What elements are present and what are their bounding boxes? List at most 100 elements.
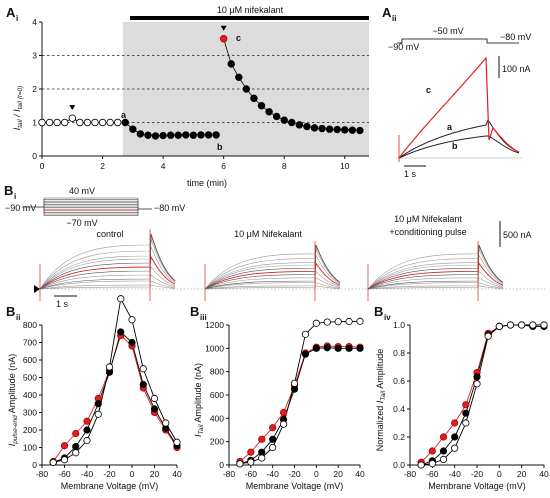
bi-current-trace: [39, 233, 176, 290]
biii-y-tick-label: 400: [210, 413, 224, 423]
bii-data-point: [60, 442, 69, 450]
panel-label-aii: A ii: [382, 5, 396, 23]
bii-series-line: [53, 331, 178, 463]
biv-data-point: [439, 433, 448, 441]
biii-data-point: [334, 318, 342, 326]
condition-label-nifekalant: 10 μM Nifekalant: [234, 229, 302, 239]
biv-data-point: [495, 322, 503, 330]
ai-data-point: [318, 124, 326, 133]
biv-data-point: [417, 461, 425, 469]
svg-text:B: B: [374, 304, 383, 319]
ai-data-point: [106, 118, 114, 127]
bii-x-tick-label: 0: [130, 469, 135, 479]
biii-data-point: [323, 318, 331, 326]
bi-voltage-protocol: [22, 197, 152, 216]
svg-text:iv: iv: [384, 313, 391, 322]
biv-data-point: [451, 419, 459, 427]
svg-text:i: i: [14, 192, 16, 201]
bi-trace-family-1: [204, 241, 341, 301]
bii-x-tick-label: -80: [36, 469, 49, 479]
condition-label-nifekalant-2: 10 μM Nifekalant: [394, 214, 462, 224]
svg-text:Normalized ITail Amplitude: Normalized ITail Amplitude: [375, 349, 387, 451]
aii-tail-voltage: −80 mV: [500, 32, 531, 42]
ai-data-point: [310, 124, 319, 132]
bi-current-trace: [367, 244, 504, 290]
bii-data-point: [72, 443, 80, 451]
condition-label-control: control: [96, 229, 123, 239]
ai-data-point: [356, 126, 364, 135]
bi-trace-family-2: [367, 241, 504, 301]
bi-current-trace: [367, 244, 504, 290]
ai-arrowhead-marker: [220, 25, 227, 31]
bii-data-point: [128, 338, 136, 347]
aii-voltage-protocol: [397, 38, 519, 44]
biii-x-tick-label: -80: [223, 469, 236, 479]
bii-data-point: [72, 449, 80, 457]
bii-data-point: [49, 458, 57, 466]
biv-data-point: [518, 321, 526, 329]
drug-bar-label: 10 μM nifekalant: [217, 5, 284, 15]
biv-data-point: [506, 321, 515, 329]
bii-x-tick-label: 40: [172, 469, 182, 479]
biv-y-tick-label: 0.8: [393, 348, 405, 358]
trace-a: [398, 118, 520, 159]
bii-y-tick-label: 400: [23, 390, 37, 400]
ai-data-point: [303, 122, 311, 131]
ai-data-point: [76, 118, 84, 127]
panel-label-bi: B i: [4, 183, 16, 201]
bi-current-trace: [204, 247, 341, 290]
bii-data-point: [83, 426, 91, 434]
biii-data-point: [279, 408, 288, 417]
biii-data-point: [312, 344, 320, 352]
ai-data-point: [295, 121, 304, 129]
ai-x-tick-label: 2: [100, 161, 105, 171]
ai-data-point: [280, 116, 288, 124]
biii-y-tick-label: 0: [219, 460, 224, 470]
biii-series-line: [239, 320, 361, 465]
ai-data-point: [136, 130, 145, 138]
biii-y-tick-label: 200: [210, 437, 224, 447]
biii-data-point: [301, 350, 310, 358]
biii-series-line: [239, 345, 361, 462]
panel-biii-tail-curve: 0 200 400 600 800 1000 1200 -80 -60 -40 -20 0 20 40 Me…: [193, 317, 365, 491]
svg-text:A: A: [6, 5, 16, 20]
svg-text:ii: ii: [392, 14, 396, 23]
biv-x-tick-label: 0: [497, 469, 502, 479]
ai-data-point: [341, 126, 349, 134]
ai-data-point: [197, 131, 205, 139]
ai-y-tick-label: 0: [32, 151, 37, 161]
biii-data-point: [247, 448, 255, 456]
bii-data-point: [128, 316, 136, 324]
bi-current-trace: [204, 244, 341, 290]
bi-current-trace: [367, 244, 504, 290]
bii-x-tick-label: -60: [58, 469, 71, 479]
panel-label-biii: B iii: [190, 304, 207, 322]
biii-series-line: [239, 347, 360, 465]
bi-time-scale-label: 1 s: [56, 299, 69, 309]
bii-data-point: [94, 400, 102, 408]
bi-current-trace: [204, 244, 341, 290]
bii-x-tick-label: -20: [103, 469, 116, 479]
ai-data-point: [325, 125, 334, 133]
bi-current-trace: [39, 246, 176, 290]
panel-label-bii: B ii: [6, 304, 20, 322]
svg-text:A: A: [382, 5, 392, 20]
aii-step-voltage: −50 mV: [432, 26, 463, 36]
biv-data-point: [540, 321, 548, 329]
bii-y-tick-label: 100: [23, 443, 37, 453]
ai-data-point: [212, 131, 220, 139]
biv-x-tick-label: -80: [404, 469, 417, 479]
bii-data-point: [72, 429, 80, 438]
biv-data-point: [428, 447, 436, 455]
ai-data-point: [219, 35, 228, 43]
biv-data-point: [439, 447, 448, 455]
bii-data-point: [83, 436, 91, 445]
trace-b: [398, 135, 520, 159]
bii-y-tick-label: 600: [23, 355, 37, 365]
ai-data-point: [182, 131, 190, 139]
biii-data-point: [247, 458, 255, 466]
biii-data-point: [290, 379, 299, 387]
bii-data-point: [94, 410, 102, 418]
bii-data-point: [139, 380, 147, 389]
